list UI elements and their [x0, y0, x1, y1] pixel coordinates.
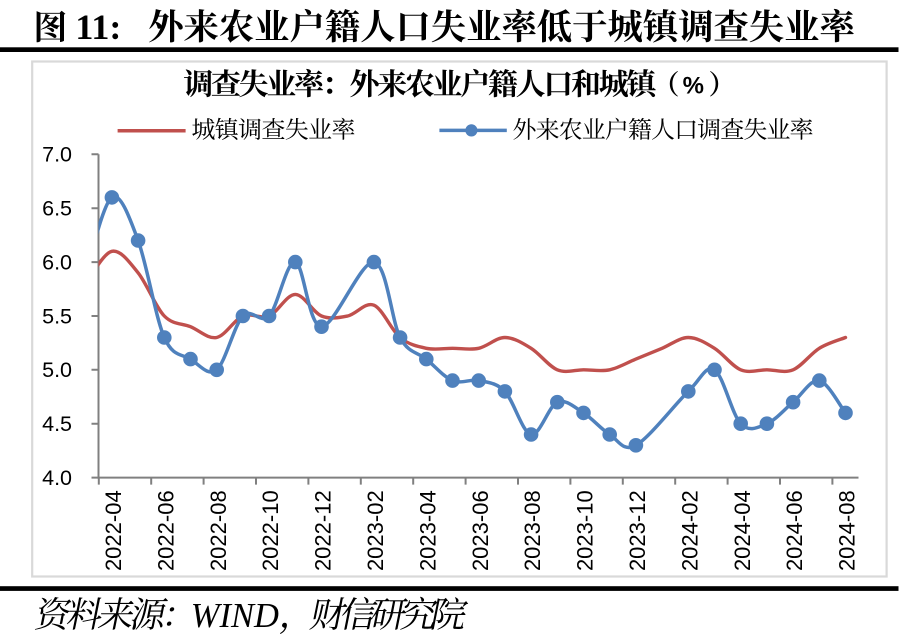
- svg-text:2022-06: 2022-06: [153, 490, 178, 571]
- svg-text:WIND: WIND: [191, 597, 279, 635]
- svg-text:4.0: 4.0: [42, 466, 72, 490]
- svg-text:2023-02: 2023-02: [363, 490, 388, 571]
- svg-text:%: %: [683, 73, 704, 100]
- svg-text:2023-12: 2023-12: [625, 490, 650, 571]
- svg-text:6.0: 6.0: [42, 250, 72, 274]
- svg-text:5.5: 5.5: [42, 304, 72, 328]
- svg-text:5.0: 5.0: [42, 358, 72, 382]
- svg-text:2023-08: 2023-08: [520, 490, 545, 571]
- svg-text:2023-04: 2023-04: [415, 490, 440, 571]
- svg-text:2022-12: 2022-12: [311, 490, 336, 571]
- svg-text:11:: 11:: [75, 7, 121, 47]
- svg-text:2024-02: 2024-02: [677, 490, 702, 571]
- svg-text:6.5: 6.5: [42, 197, 72, 221]
- svg-text:2023-10: 2023-10: [573, 490, 598, 571]
- svg-text:7.0: 7.0: [42, 143, 72, 167]
- svg-text:2024-06: 2024-06: [782, 490, 807, 571]
- svg-text:2024-04: 2024-04: [730, 490, 755, 571]
- svg-text:2022-10: 2022-10: [258, 490, 283, 571]
- svg-text:2022-08: 2022-08: [206, 490, 231, 571]
- svg-text:2024-08: 2024-08: [835, 490, 860, 571]
- svg-text:2023-06: 2023-06: [468, 490, 493, 571]
- svg-text:4.5: 4.5: [42, 412, 72, 436]
- svg-text:2022-04: 2022-04: [101, 490, 126, 571]
